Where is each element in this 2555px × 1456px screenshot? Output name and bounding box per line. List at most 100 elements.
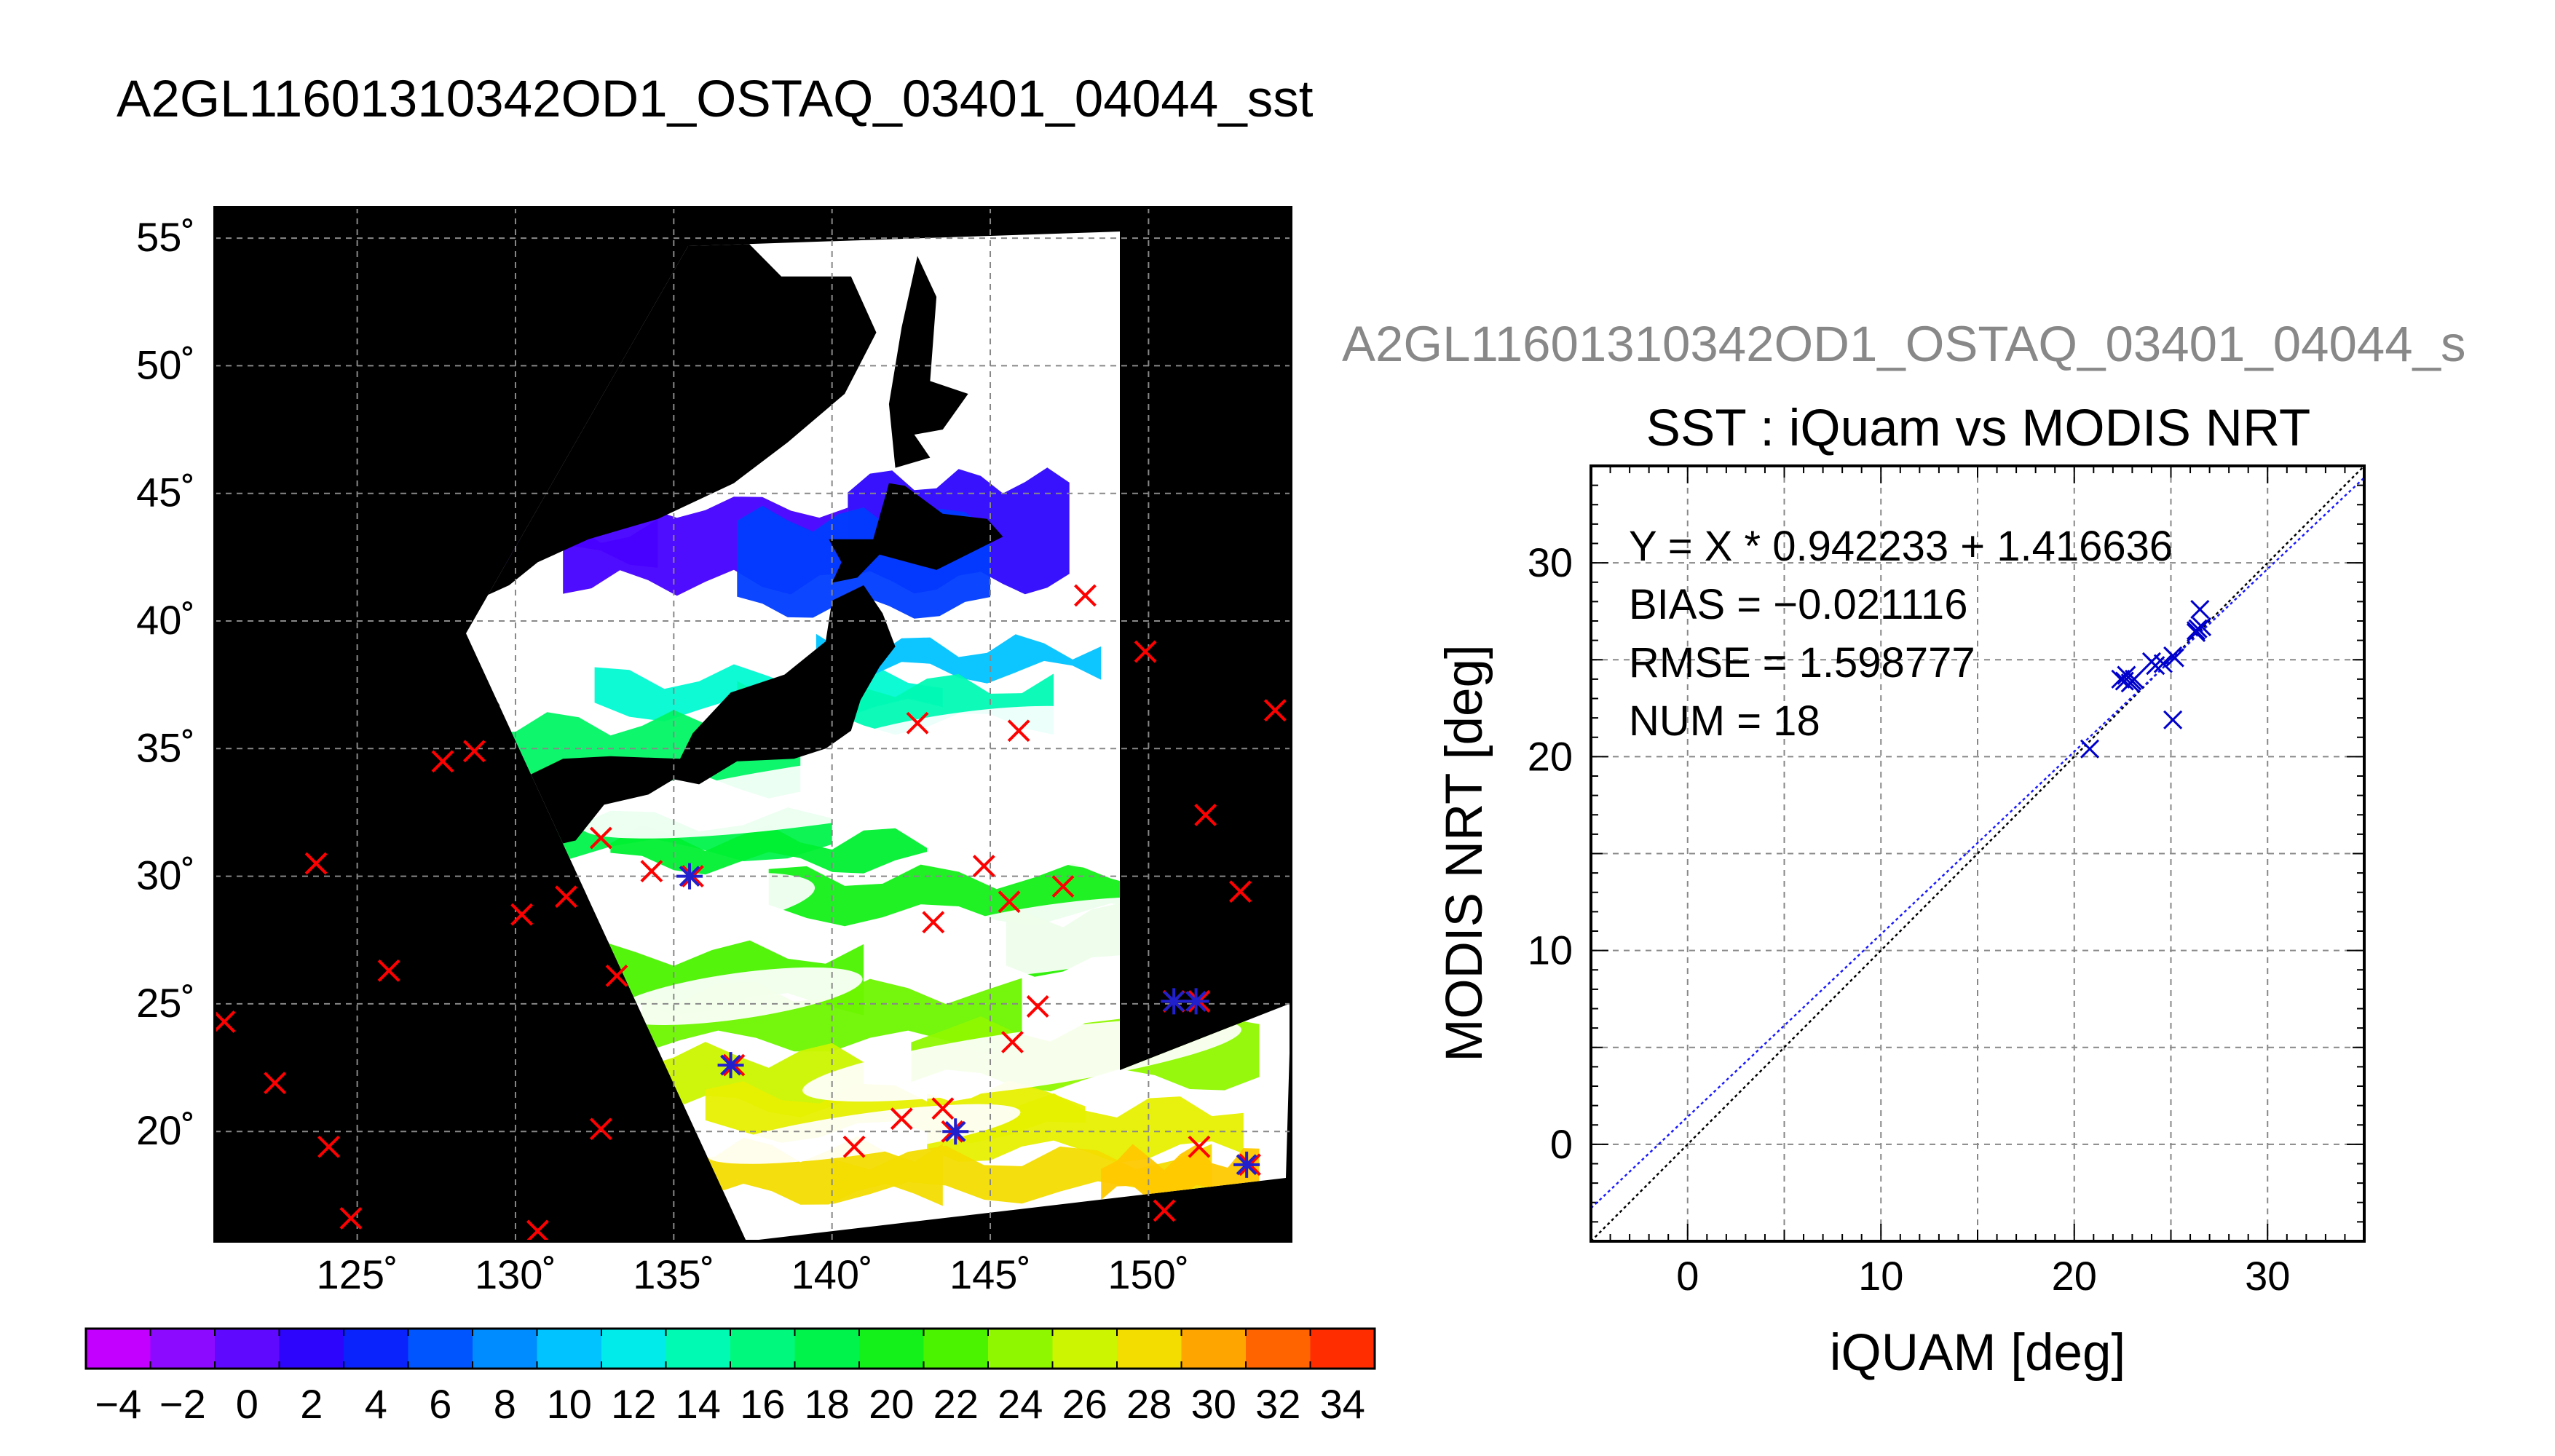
insitu-point <box>972 855 995 878</box>
lat-tick-label: 25˚ <box>136 980 195 1026</box>
lat-tick-label: 50˚ <box>136 341 195 387</box>
lon-tick-label: 145˚ <box>949 1251 1031 1297</box>
page-title: A2GL11601310342OD1_OSTAQ_03401_04044_sst <box>117 71 1314 128</box>
scatter-frame <box>1590 464 2366 1243</box>
y-axis-label: MODIS NRT [deg] <box>1436 644 1493 1061</box>
scatter-point <box>2163 710 2183 729</box>
insitu-point <box>377 959 400 982</box>
matched-point <box>676 863 703 890</box>
scatter-axis-labels: 0 10 20 30 0 10 20 30 <box>1528 539 2291 1299</box>
colorbar-swatch <box>215 1329 280 1369</box>
colorbar-swatch <box>1181 1329 1247 1369</box>
scatter-points <box>2080 599 2212 759</box>
insitu-point <box>264 1072 287 1095</box>
scatter-point <box>2190 599 2210 620</box>
colorbar-label: 34 <box>1320 1381 1365 1427</box>
insitu-point <box>640 860 663 883</box>
insitu-point <box>1051 875 1075 898</box>
scatter-title: SST : iQuam vs MODIS NRT <box>1646 400 2311 457</box>
insitu-point <box>906 711 929 735</box>
colorbar-label: 6 <box>429 1381 451 1427</box>
colorbar-label: 8 <box>494 1381 516 1427</box>
lon-tick-label: 140˚ <box>791 1251 873 1297</box>
scatter-point <box>2186 621 2206 641</box>
colorbar-swatch <box>1117 1329 1182 1369</box>
insitu-point <box>1229 880 1252 903</box>
colorbar-label: 24 <box>998 1381 1043 1427</box>
insitu-point <box>1194 804 1217 826</box>
insitu-point <box>890 1107 913 1131</box>
lon-tick-label: 130˚ <box>475 1251 556 1297</box>
colorbar-swatch <box>1310 1329 1375 1369</box>
insitu-point <box>589 826 612 850</box>
matched-point <box>1233 1151 1260 1178</box>
scatter-figure-title: A2GL11601310342OD1_OSTAQ_03401_04044_s <box>1342 316 2465 372</box>
stat-fit: Y = X * 0.942233 + 1.416636 <box>1629 523 2173 570</box>
x-tick-label: 10 <box>1858 1253 1903 1299</box>
scatter-point <box>2192 617 2212 637</box>
insitu-point <box>998 890 1021 914</box>
lon-labels: 125˚ 130˚ 135˚ 140˚ 145˚ 150˚ <box>317 1251 1190 1297</box>
scatter-stats: Y = X * 0.942233 + 1.416636 BIAS = −0.02… <box>1629 523 2173 745</box>
colorbar-label: −2 <box>159 1381 206 1427</box>
insitu-point <box>1263 699 1287 722</box>
colorbar-label: 2 <box>300 1381 323 1427</box>
lat-tick-label: 20˚ <box>136 1107 195 1153</box>
lat-labels: 20˚ 25˚ 30˚ 35˚ 40˚ 45˚ 50˚ 55˚ <box>136 214 195 1153</box>
matched-point <box>717 1052 744 1079</box>
colorbar-swatch <box>601 1329 667 1369</box>
colorbar-label: 30 <box>1191 1381 1236 1427</box>
insitu-point <box>931 1097 955 1120</box>
stat-num: NUM = 18 <box>1629 697 1820 745</box>
colorbar-label: 18 <box>805 1381 850 1427</box>
colorbar-swatch <box>923 1329 989 1369</box>
insitu-point <box>526 1219 549 1241</box>
colorbar-swatch <box>1246 1329 1311 1369</box>
colorbar-label: 10 <box>547 1381 592 1427</box>
y-tick-label: 30 <box>1528 539 1573 585</box>
lat-tick-label: 35˚ <box>136 724 195 770</box>
insitu-point <box>555 885 577 909</box>
colorbar-swatch <box>730 1329 796 1369</box>
x-tick-label: 0 <box>1676 1253 1699 1299</box>
insitu-point <box>1134 640 1157 663</box>
colorbar-label: 32 <box>1255 1381 1300 1427</box>
lat-tick-label: 45˚ <box>136 470 195 515</box>
colorbar-swatch <box>150 1329 216 1369</box>
colorbar-swatch <box>988 1329 1054 1369</box>
colorbar-label: 4 <box>365 1381 387 1427</box>
colorbar-swatch <box>344 1329 409 1369</box>
insitu-point <box>1026 995 1049 1018</box>
insitu-point <box>215 1010 236 1033</box>
map-buoy-points <box>215 584 1287 1241</box>
lon-tick-label: 150˚ <box>1107 1251 1189 1297</box>
stat-rmse: RMSE = 1.598777 <box>1629 639 1975 687</box>
lat-tick-label: 55˚ <box>136 214 195 260</box>
fit-line <box>1591 477 2364 1209</box>
lat-tick-label: 30˚ <box>136 852 195 898</box>
insitu-point <box>317 1135 340 1158</box>
colorbar-swatch <box>859 1329 925 1369</box>
insitu-point <box>1074 584 1097 607</box>
insitu-point <box>1153 1199 1176 1222</box>
sst-map-panel: 20˚ 25˚ 30˚ 35˚ 40˚ 45˚ 50˚ 55˚ 125˚ 130˚ 135˚ 140… <box>136 206 1292 1297</box>
scatter-point <box>2146 656 2165 676</box>
colorbar-label: 16 <box>740 1381 785 1427</box>
stat-bias: BIAS = −0.021116 <box>1629 581 1967 628</box>
insitu-point <box>1188 1135 1211 1158</box>
y-tick-label: 20 <box>1528 733 1573 779</box>
lon-tick-label: 135˚ <box>633 1251 714 1297</box>
map-gridlines <box>215 207 1291 1241</box>
scatter-point <box>2124 669 2144 689</box>
insitu-point <box>431 750 454 773</box>
scatter-point <box>2111 669 2131 689</box>
insitu-point <box>922 911 945 934</box>
colorbar-swatch <box>86 1329 151 1369</box>
one-to-one-line <box>1591 466 2364 1241</box>
scatter-point <box>2163 646 2183 665</box>
insitu-point <box>304 852 328 875</box>
insitu-point <box>842 1135 866 1158</box>
colorbar-label: 26 <box>1062 1381 1107 1427</box>
colorbar-swatch <box>279 1329 344 1369</box>
